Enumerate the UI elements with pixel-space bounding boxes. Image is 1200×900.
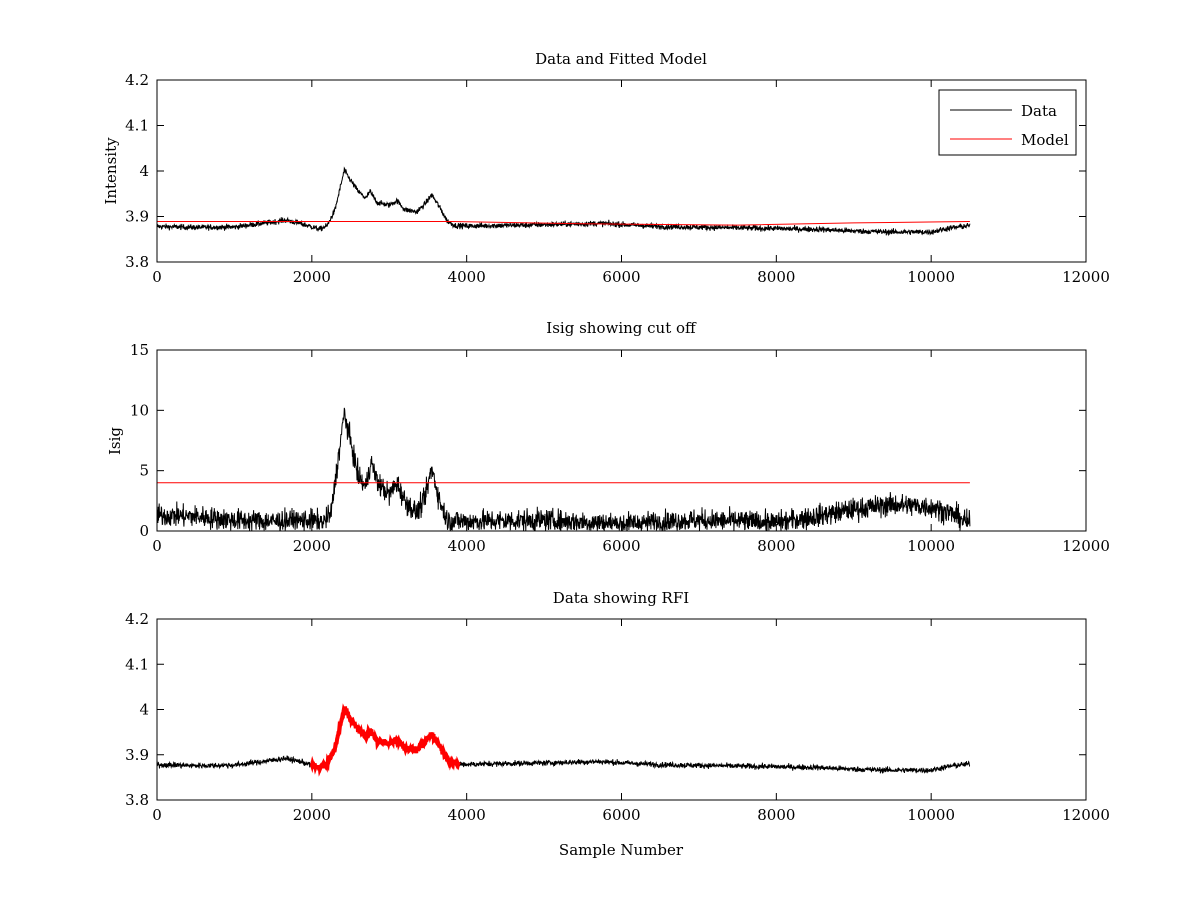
y-tick-label: 5: [139, 462, 149, 480]
x-tick-label: 8000: [757, 806, 795, 824]
x-tick-label: 10000: [907, 806, 955, 824]
panel-isig: Isig showing cut off 0 2000 4000 6000 8000 10…: [106, 319, 1110, 555]
y-tick-label: 0: [139, 522, 149, 540]
x-tick-label: 8000: [757, 537, 795, 555]
panel-3-xlabel: Sample Number: [559, 841, 684, 859]
x-tick-label: 2000: [293, 806, 331, 824]
legend-box: [938, 89, 1077, 156]
x-tick-label: 4000: [448, 268, 486, 286]
x-tick-label: 12000: [1062, 537, 1110, 555]
y-tick-label: 10: [130, 401, 149, 419]
series-line-data: [156, 407, 971, 532]
series-line-data: [156, 706, 971, 774]
legend-model-label: Model: [1021, 131, 1069, 149]
x-tick-label: 6000: [602, 806, 640, 824]
x-tick-label: 10000: [907, 537, 955, 555]
x-tick-label: 12000: [1062, 268, 1110, 286]
panel-intensity: Data and Fitted Model 0 2000 4000 6000 8000 1…: [102, 50, 1110, 286]
x-tick-label: 12000: [1062, 806, 1110, 824]
panel-2-frame: [156, 349, 1087, 532]
x-tick-label: 0: [152, 806, 162, 824]
x-tick-label: 6000: [602, 537, 640, 555]
panel-1-ylabel: Intensity: [102, 137, 120, 205]
series-line-model: [157, 221, 970, 226]
legend: Data Model: [938, 89, 1077, 156]
y-tick-label: 3.8: [125, 253, 149, 271]
x-tick-label: 2000: [293, 537, 331, 555]
y-tick-label: 15: [130, 341, 149, 359]
x-tick-label: 2000: [293, 268, 331, 286]
x-tick-label: 6000: [602, 268, 640, 286]
panel-2-ylabel: Isig: [106, 427, 124, 455]
x-tick-label: 4000: [448, 806, 486, 824]
panel-1-title: Data and Fitted Model: [535, 50, 707, 68]
y-tick-label: 4.2: [125, 610, 149, 628]
y-tick-label: 3.9: [125, 746, 149, 764]
x-tick-label: 4000: [448, 537, 486, 555]
x-tick-label: 0: [152, 537, 162, 555]
x-tick-label: 8000: [757, 268, 795, 286]
y-tick-label: 3.9: [125, 208, 149, 226]
series-line-data: [156, 166, 971, 237]
panel-2-title: Isig showing cut off: [546, 319, 697, 337]
x-tick-label: 10000: [907, 268, 955, 286]
panel-3-title: Data showing RFI: [553, 589, 689, 607]
legend-data-label: Data: [1021, 102, 1057, 120]
x-tick-label: 0: [152, 268, 162, 286]
panel-rfi: Data showing RFI 0 2000 4000 6000 8000 10000 1…: [125, 589, 1110, 859]
y-tick-label: 4.1: [125, 655, 149, 673]
y-tick-label: 3.8: [125, 791, 149, 809]
y-tick-label: 4.1: [125, 117, 149, 135]
y-tick-label: 4: [139, 162, 149, 180]
panel-3-frame: [156, 618, 1087, 801]
rfi-highlight-line: [309, 703, 461, 777]
y-tick-label: 4.2: [125, 71, 149, 89]
y-tick-label: 4: [139, 701, 149, 719]
